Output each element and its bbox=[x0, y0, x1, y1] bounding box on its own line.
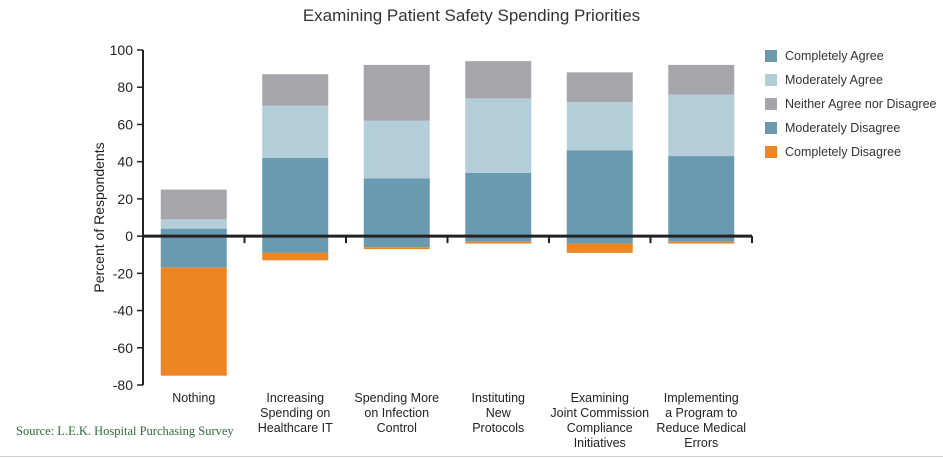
y-axis-label: Percent of Respondents bbox=[91, 142, 107, 292]
bar-moderately-disagree bbox=[465, 236, 532, 242]
legend-swatch bbox=[765, 122, 777, 134]
x-tick-label: Errors bbox=[684, 436, 718, 450]
legend-entry: Completely Disagree bbox=[765, 140, 936, 164]
x-tick-label: Implementing bbox=[664, 391, 739, 405]
x-tick-label: Joint Commission bbox=[550, 406, 649, 420]
chart-legend: Completely Agree Moderately Agree Neither … bbox=[765, 44, 936, 164]
bar-moderately-agree bbox=[363, 120, 430, 179]
y-tick-label: -20 bbox=[113, 265, 133, 281]
x-tick-label: Examining bbox=[571, 391, 629, 405]
bar-neither-agree-nor-disagree bbox=[160, 189, 227, 220]
legend-label: Completely Disagree bbox=[785, 145, 902, 159]
y-tick-label: 0 bbox=[125, 228, 133, 244]
bar-neither-agree-nor-disagree bbox=[566, 72, 633, 103]
x-tick-label: Reduce Medical bbox=[656, 421, 746, 435]
y-tick-label: -40 bbox=[113, 303, 133, 319]
bar-neither-agree-nor-disagree bbox=[465, 61, 532, 99]
bar-neither-agree-nor-disagree bbox=[668, 64, 735, 95]
y-tick-label: 100 bbox=[110, 42, 134, 58]
legend-swatch bbox=[765, 50, 777, 62]
y-tick-label: 40 bbox=[117, 154, 133, 170]
legend-entry: Moderately Disagree bbox=[765, 116, 936, 140]
y-tick-label: 80 bbox=[117, 79, 133, 95]
x-tick-label: Nothing bbox=[172, 391, 215, 405]
legend-swatch bbox=[765, 74, 777, 86]
legend-label: Completely Agree bbox=[785, 49, 884, 63]
source-note: Source: L.E.K. Hospital Purchasing Surve… bbox=[16, 424, 234, 438]
x-tick-label: Increasing bbox=[266, 391, 324, 405]
bar-moderately-agree bbox=[465, 98, 532, 173]
x-tick-label: a Program to bbox=[665, 406, 737, 420]
x-tick-label: Initiatives bbox=[574, 436, 626, 450]
bar-neither-agree-nor-disagree bbox=[363, 64, 430, 121]
bar-completely-agree bbox=[262, 157, 329, 237]
bar-completely-disagree bbox=[566, 243, 633, 253]
x-tick-label: Control bbox=[377, 421, 417, 435]
legend-entry: Moderately Agree bbox=[765, 68, 936, 92]
bar-moderately-disagree bbox=[566, 236, 633, 244]
x-tick-label: Instituting bbox=[471, 391, 525, 405]
y-tick-label: 20 bbox=[117, 191, 133, 207]
bar-moderately-agree bbox=[668, 94, 735, 157]
legend-swatch bbox=[765, 146, 777, 158]
bar-moderately-disagree bbox=[160, 236, 227, 268]
legend-entry: Completely Agree bbox=[765, 44, 936, 68]
bar-moderately-disagree bbox=[668, 236, 735, 242]
bar-completely-disagree bbox=[363, 247, 430, 250]
y-tick-label: 60 bbox=[117, 116, 133, 132]
footer-divider bbox=[0, 456, 943, 457]
bar-completely-agree bbox=[363, 178, 430, 237]
bar-moderately-agree bbox=[566, 102, 633, 151]
y-tick-label: -80 bbox=[113, 377, 133, 393]
bar-moderately-agree bbox=[262, 105, 329, 158]
legend-label: Neither Agree nor Disagree bbox=[785, 97, 937, 111]
bar-completely-disagree bbox=[465, 241, 532, 244]
x-tick-label: New bbox=[486, 406, 512, 420]
bar-completely-disagree bbox=[160, 267, 227, 376]
legend-entry: Neither Agree nor Disagree bbox=[765, 92, 936, 116]
x-tick-label: Spending More bbox=[354, 391, 439, 405]
bar-completely-disagree bbox=[262, 252, 329, 261]
bar-moderately-disagree bbox=[262, 236, 329, 253]
x-tick-label: on Infection bbox=[364, 406, 429, 420]
x-tick-label: Compliance bbox=[567, 421, 633, 435]
bar-moderately-disagree bbox=[363, 236, 430, 248]
bar-completely-agree bbox=[465, 172, 532, 237]
y-tick-label: -60 bbox=[113, 340, 133, 356]
x-tick-label: Healthcare IT bbox=[258, 421, 333, 435]
bar-completely-agree bbox=[566, 150, 633, 237]
legend-label: Moderately Agree bbox=[785, 73, 883, 87]
bar-completely-agree bbox=[160, 228, 227, 237]
legend-swatch bbox=[765, 98, 777, 110]
bar-completely-disagree bbox=[668, 241, 735, 244]
bar-moderately-agree bbox=[160, 219, 227, 229]
x-tick-label: Spending on bbox=[260, 406, 330, 420]
x-tick-label: Protocols bbox=[472, 421, 524, 435]
bar-neither-agree-nor-disagree bbox=[262, 74, 329, 106]
legend-label: Moderately Disagree bbox=[785, 121, 901, 135]
bar-completely-agree bbox=[668, 156, 735, 237]
chart-title: Examining Patient Safety Spending Priori… bbox=[302, 6, 641, 25]
